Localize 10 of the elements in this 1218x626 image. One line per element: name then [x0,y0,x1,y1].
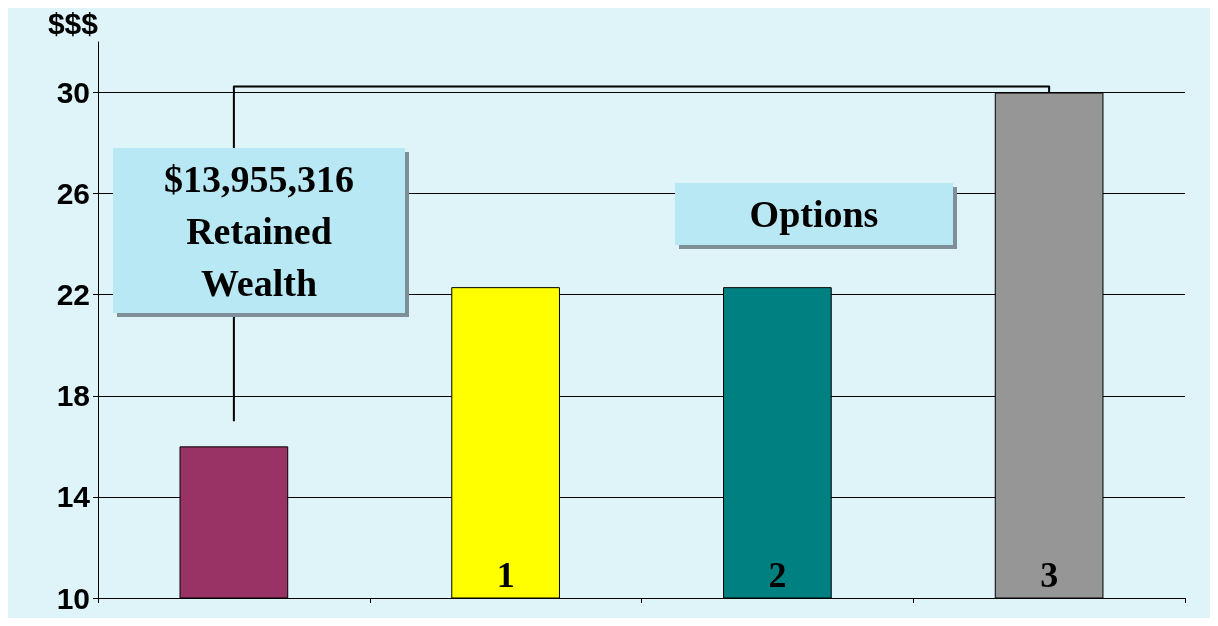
x-tick-label: 2 [768,554,787,595]
y-tick-label: 18 [56,379,90,413]
y-axis-title: $$$ [47,6,99,40]
y-tick-label: 26 [56,177,90,211]
x-tick-label: 1 [496,554,515,595]
x-tick-label: 3 [1040,554,1059,595]
y-tick-label: 14 [56,480,91,514]
y-tick-label: 10 [56,581,90,615]
y-tick-label: 22 [56,278,90,312]
y-tick-label: 30 [56,76,90,110]
